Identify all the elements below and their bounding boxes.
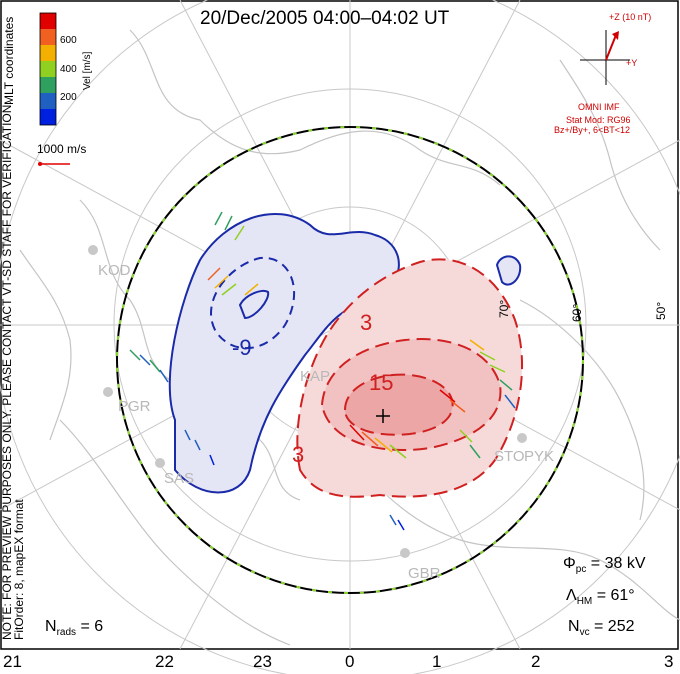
velocity-colorbar (39, 12, 57, 126)
contour-label-pos-low: 3 (292, 442, 305, 467)
latitude-label-70: 70° (497, 299, 511, 318)
fit-order-note: FitOrder: 8, mapEX format (12, 499, 26, 640)
phi-pc-stat: Φpc = 38 kV (563, 555, 646, 576)
station-label-gbr: GBR (408, 565, 441, 582)
hm-boundary-dashes (116, 126, 584, 594)
reference-vector-label: 1000 m/s (37, 142, 87, 156)
station-markers (88, 245, 527, 558)
contour-label-pos-inner: 15 (369, 370, 394, 395)
mlt-label-1: 1 (432, 652, 442, 671)
mlt-label-21: 21 (3, 652, 22, 671)
imf-z-label: +Z (10 nT) (609, 12, 652, 22)
negative-potential-cell (168, 212, 400, 494)
contour-label-neg: -9 (232, 335, 252, 360)
reference-vector (38, 162, 70, 166)
contour-label-pos-outer: 3 (360, 310, 373, 335)
colorbar-tick-400: 400 (60, 64, 77, 75)
model-line-2: Bz+/By+, 6<BT<12 (554, 125, 631, 135)
latitude-label-60: 60° (570, 303, 584, 322)
small-negative-contour (495, 255, 522, 286)
mlt-label-2: 2 (531, 652, 541, 671)
colorbar-tick-200: 200 (60, 92, 77, 103)
station-label-sas: SAS (164, 470, 195, 487)
velocity-vectors (129, 211, 516, 531)
station-label-sto: STO (494, 448, 525, 465)
model-line-1: Stat Mod: RG96 (566, 115, 631, 125)
negative-min-contour (238, 289, 270, 320)
latitude-label-50: 50° (654, 301, 668, 320)
lambda-hm-value: = 61° (596, 587, 635, 604)
n-rads-value: = 6 (80, 618, 104, 635)
n-vc-value: = 252 (594, 618, 635, 635)
imf-source: OMNI IMF (578, 102, 620, 112)
imf-clock (580, 30, 630, 85)
station-label-kap: KAP (300, 368, 331, 385)
n-rads-stat: Nrads = 6 (45, 618, 104, 639)
negative-inner-contour (210, 256, 295, 350)
plot-title: 20/Dec/2005 04:00–04:02 UT (200, 8, 450, 29)
colorbar-label: Vel [m/s] (82, 51, 93, 90)
station-label-pyk: PYK (524, 448, 555, 465)
mlt-label-23: 23 (253, 652, 272, 671)
coordinate-system-label: MLT coordinates (2, 16, 16, 105)
phi-pc-value: = 38 kV (590, 555, 646, 572)
station-label-kod: KOD (98, 262, 131, 279)
n-vc-stat: Nvc = 252 (568, 618, 635, 639)
colorbar-tick-600: 600 (60, 35, 77, 46)
imf-y-label: +Y (626, 58, 638, 68)
lambda-hm-stat: ΛHM = 61° (566, 587, 635, 608)
positive-inner-contour (343, 373, 454, 436)
pole-marker (376, 409, 390, 423)
station-label-pgr: PGR (118, 398, 151, 415)
mlt-label-22: 22 (155, 652, 174, 671)
mlt-label-0: 0 (345, 652, 355, 671)
mlt-label-3: 3 (664, 652, 674, 671)
